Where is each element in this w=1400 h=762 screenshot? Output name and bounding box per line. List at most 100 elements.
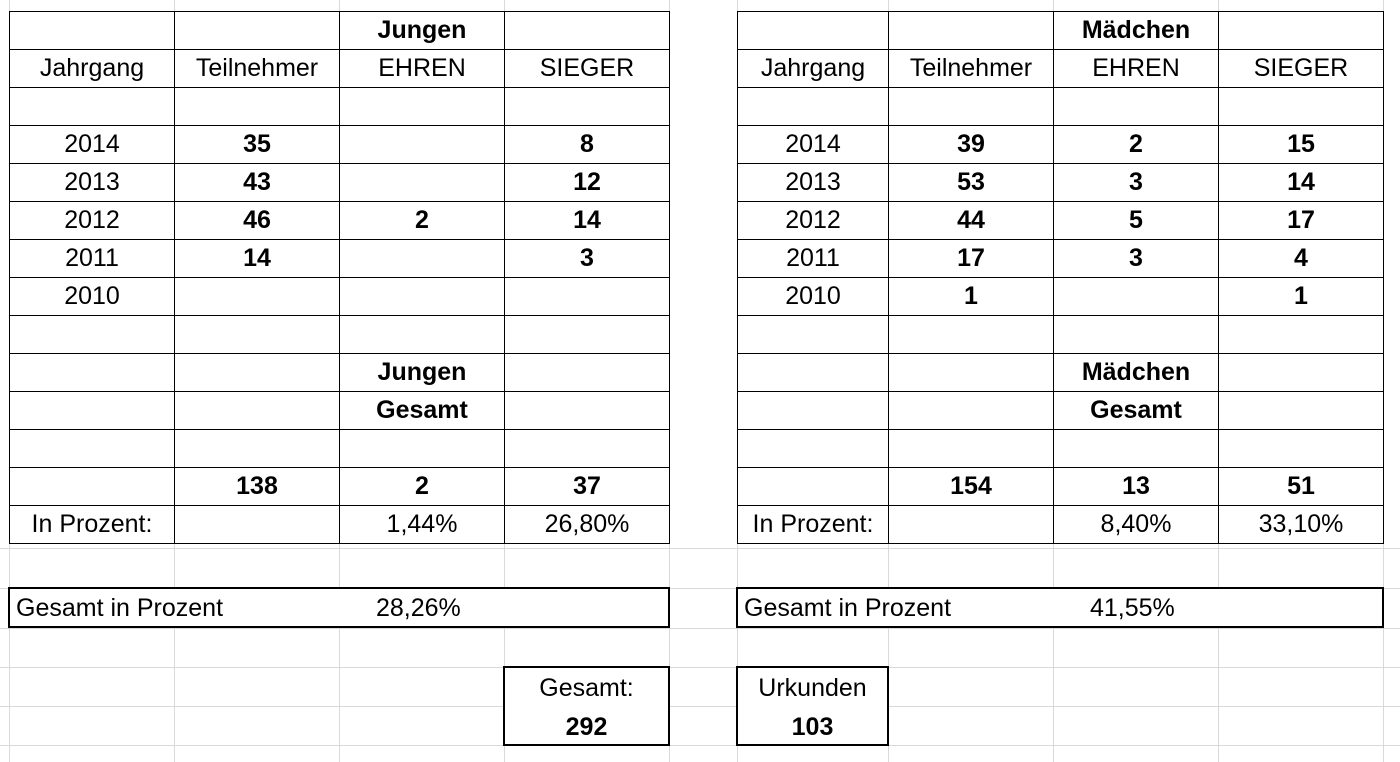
table-cell[interactable]	[1218, 11, 1384, 50]
cell-teilnehmer[interactable]: 1	[888, 277, 1054, 316]
cell-jahrgang[interactable]: 2012	[737, 201, 889, 240]
total-teilnehmer[interactable]: 138	[174, 467, 340, 506]
table-cell[interactable]	[504, 429, 670, 468]
table-cell[interactable]	[1218, 87, 1384, 126]
cell-jahrgang[interactable]: 2010	[9, 277, 175, 316]
cell-ehren[interactable]	[1053, 277, 1219, 316]
cell-sieger[interactable]: 3	[504, 239, 670, 278]
table-cell[interactable]	[174, 429, 340, 468]
cell-teilnehmer[interactable]: 46	[174, 201, 340, 240]
table-cell[interactable]	[888, 429, 1054, 468]
table-cell[interactable]	[174, 11, 340, 50]
table-cell[interactable]	[737, 315, 889, 354]
cell-teilnehmer[interactable]: 43	[174, 163, 340, 202]
total-sieger[interactable]: 37	[504, 467, 670, 506]
table-cell[interactable]	[504, 87, 670, 126]
column-header-jahrgang[interactable]: Jahrgang	[737, 49, 889, 88]
table-cell[interactable]	[737, 467, 889, 506]
percent-ehren[interactable]: 1,44%	[339, 505, 505, 544]
cell-ehren[interactable]: 2	[1053, 125, 1219, 164]
cell-sieger[interactable]	[504, 277, 670, 316]
cell-ehren[interactable]: 3	[1053, 239, 1219, 278]
cell-sieger[interactable]: 12	[504, 163, 670, 202]
cell-ehren[interactable]: 3	[1053, 163, 1219, 202]
cell-sieger[interactable]: 1	[1218, 277, 1384, 316]
table-cell[interactable]	[9, 429, 175, 468]
cell-jahrgang[interactable]: 2011	[737, 239, 889, 278]
table-cell[interactable]	[737, 353, 889, 392]
table-cell[interactable]	[174, 353, 340, 392]
cell-sieger[interactable]: 8	[504, 125, 670, 164]
percent-sieger[interactable]: 33,10%	[1218, 505, 1384, 544]
total-ehren[interactable]: 2	[339, 467, 505, 506]
cell-teilnehmer[interactable]: 35	[174, 125, 340, 164]
table-cell[interactable]	[504, 315, 670, 354]
jungen-total-subheader[interactable]: Gesamt	[339, 391, 505, 430]
table-cell[interactable]	[504, 11, 670, 50]
cell-teilnehmer[interactable]: 44	[888, 201, 1054, 240]
table-cell[interactable]	[9, 467, 175, 506]
maedchen-header[interactable]: Mädchen	[1053, 11, 1219, 50]
table-cell[interactable]	[339, 315, 505, 354]
jungen-header[interactable]: Jungen	[339, 11, 505, 50]
table-cell[interactable]	[174, 87, 340, 126]
cell-ehren[interactable]	[339, 277, 505, 316]
column-header-sieger[interactable]: SIEGER	[1218, 49, 1384, 88]
maedchen-gesamt-prozent-box[interactable]: Gesamt in Prozent 41,55%	[736, 587, 1384, 628]
percent-label[interactable]: In Prozent:	[9, 505, 175, 544]
table-cell[interactable]	[888, 11, 1054, 50]
jungen-total-header[interactable]: Jungen	[339, 353, 505, 392]
cell-ehren[interactable]	[339, 125, 505, 164]
urkunden-box[interactable]: Urkunden 103	[736, 666, 889, 746]
total-ehren[interactable]: 13	[1053, 467, 1219, 506]
table-cell[interactable]	[9, 391, 175, 430]
percent-label[interactable]: In Prozent:	[737, 505, 889, 544]
cell-sieger[interactable]: 14	[504, 201, 670, 240]
table-cell[interactable]	[737, 11, 889, 50]
percent-sieger[interactable]: 26,80%	[504, 505, 670, 544]
table-cell[interactable]	[888, 391, 1054, 430]
table-cell[interactable]	[737, 87, 889, 126]
cell-jahrgang[interactable]: 2012	[9, 201, 175, 240]
table-cell[interactable]	[174, 505, 340, 544]
percent-ehren[interactable]: 8,40%	[1053, 505, 1219, 544]
cell-jahrgang[interactable]: 2013	[9, 163, 175, 202]
cell-teilnehmer[interactable]: 39	[888, 125, 1054, 164]
cell-teilnehmer[interactable]: 17	[888, 239, 1054, 278]
column-header-ehren[interactable]: EHREN	[1053, 49, 1219, 88]
table-cell[interactable]	[9, 353, 175, 392]
cell-teilnehmer[interactable]: 53	[888, 163, 1054, 202]
maedchen-total-header[interactable]: Mädchen	[1053, 353, 1219, 392]
cell-sieger[interactable]: 15	[1218, 125, 1384, 164]
table-cell[interactable]	[1218, 315, 1384, 354]
maedchen-total-subheader[interactable]: Gesamt	[1053, 391, 1219, 430]
table-cell[interactable]	[504, 353, 670, 392]
jungen-gesamt-prozent-box[interactable]: Gesamt in Prozent 28,26%	[8, 587, 670, 628]
column-header-ehren[interactable]: EHREN	[339, 49, 505, 88]
table-cell[interactable]	[1053, 315, 1219, 354]
column-header-teilnehmer[interactable]: Teilnehmer	[174, 49, 340, 88]
cell-jahrgang[interactable]: 2014	[9, 125, 175, 164]
cell-jahrgang[interactable]: 2011	[9, 239, 175, 278]
table-cell[interactable]	[888, 505, 1054, 544]
table-cell[interactable]	[9, 315, 175, 354]
cell-jahrgang[interactable]: 2014	[737, 125, 889, 164]
table-cell[interactable]	[888, 353, 1054, 392]
cell-teilnehmer[interactable]	[174, 277, 340, 316]
table-cell[interactable]	[888, 87, 1054, 126]
cell-sieger[interactable]: 17	[1218, 201, 1384, 240]
cell-sieger[interactable]: 14	[1218, 163, 1384, 202]
total-teilnehmer[interactable]: 154	[888, 467, 1054, 506]
cell-ehren[interactable]: 5	[1053, 201, 1219, 240]
cell-jahrgang[interactable]: 2013	[737, 163, 889, 202]
column-header-teilnehmer[interactable]: Teilnehmer	[888, 49, 1054, 88]
table-cell[interactable]	[1053, 87, 1219, 126]
table-cell[interactable]	[174, 391, 340, 430]
cell-ehren[interactable]: 2	[339, 201, 505, 240]
column-header-jahrgang[interactable]: Jahrgang	[9, 49, 175, 88]
table-cell[interactable]	[888, 315, 1054, 354]
table-cell[interactable]	[737, 429, 889, 468]
table-cell[interactable]	[339, 429, 505, 468]
cell-sieger[interactable]: 4	[1218, 239, 1384, 278]
cell-jahrgang[interactable]: 2010	[737, 277, 889, 316]
